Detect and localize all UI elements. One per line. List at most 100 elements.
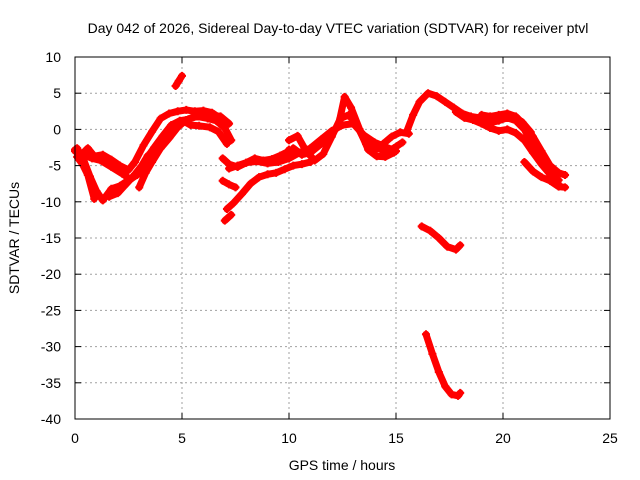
data-point: [237, 189, 246, 198]
series-arc-22: [417, 222, 465, 254]
data-point: [511, 129, 520, 138]
data-point: [255, 173, 264, 182]
series-arc-21: [520, 157, 570, 192]
data-point: [173, 123, 182, 132]
series-arc-5: [105, 151, 152, 201]
data-point: [165, 109, 174, 118]
data-point: [340, 92, 349, 101]
data-point: [494, 126, 503, 135]
y-tick-label: -35: [41, 375, 61, 391]
y-tick-label: -20: [41, 266, 61, 282]
data-point: [130, 170, 139, 179]
data-point: [156, 144, 165, 153]
series-arc-4: [73, 152, 99, 203]
data-point: [214, 127, 223, 136]
y-tick-label: 10: [45, 49, 61, 65]
data-point: [528, 132, 537, 141]
data-point: [96, 156, 105, 165]
data-point: [225, 119, 234, 128]
data-point: [225, 180, 234, 189]
data-point: [451, 245, 460, 254]
data-point: [469, 113, 478, 122]
data-point: [195, 121, 204, 130]
x-tick-label: 15: [388, 430, 404, 446]
data-point: [441, 97, 450, 106]
data-point: [372, 144, 381, 153]
data-point: [295, 148, 304, 157]
series-line: [73, 153, 98, 203]
data-point: [190, 112, 199, 121]
data-point: [347, 103, 356, 112]
data-point: [561, 183, 570, 192]
series-arc-12: [218, 176, 240, 192]
y-tick-label: -10: [41, 194, 61, 210]
data-point: [424, 89, 433, 98]
y-tick-label: 0: [53, 121, 61, 137]
data-point: [122, 179, 131, 188]
data-point: [306, 144, 315, 153]
data-point: [511, 112, 520, 121]
data-point: [364, 136, 373, 145]
data-point: [186, 121, 195, 130]
x-tick-label: 25: [602, 430, 618, 446]
data-point: [319, 150, 328, 159]
data-point: [165, 134, 174, 143]
data-point: [98, 196, 107, 205]
data-point: [432, 92, 441, 101]
data-point: [415, 97, 424, 106]
y-tick-label: -25: [41, 302, 61, 318]
data-point: [372, 152, 381, 161]
data-point: [173, 107, 182, 116]
data-point: [222, 205, 231, 214]
data-point: [107, 184, 116, 193]
data-point: [447, 390, 456, 399]
data-point: [387, 132, 396, 141]
data-point: [225, 164, 234, 173]
chart-title: Day 042 of 2026, Sidereal Day-to-day VTE…: [88, 20, 589, 36]
data-point: [503, 109, 512, 118]
data-point: [113, 189, 122, 198]
data-point: [428, 349, 437, 358]
data-point: [216, 112, 225, 121]
data-point: [285, 145, 293, 154]
data-point: [272, 168, 281, 177]
x-axis-label: GPS time / hours: [289, 457, 396, 473]
data-point: [317, 135, 326, 144]
data-point: [174, 76, 183, 85]
data-point: [280, 165, 289, 174]
data-point: [263, 170, 272, 179]
x-tick-label: 10: [281, 430, 297, 446]
data-point: [231, 183, 240, 192]
data-point: [456, 388, 465, 397]
data-point: [546, 161, 555, 170]
data-point: [88, 154, 97, 163]
data-point: [426, 226, 435, 235]
data-point: [402, 127, 411, 136]
data-point: [98, 150, 107, 159]
data-point: [297, 160, 306, 169]
data-point: [220, 123, 229, 132]
data-point: [327, 126, 336, 135]
data-point: [285, 136, 293, 145]
data-point: [421, 330, 430, 339]
data-point: [130, 157, 139, 166]
data-point: [124, 165, 133, 174]
series-arc-11: [220, 210, 236, 225]
data-point: [477, 110, 486, 119]
x-tick-label: 0: [71, 430, 79, 446]
data-point: [434, 234, 443, 242]
data-point: [207, 110, 216, 119]
data-point: [310, 156, 319, 165]
y-tick-label: -15: [41, 230, 61, 246]
series-arc-20: [477, 109, 570, 180]
data-point: [359, 131, 368, 140]
data-point: [434, 367, 443, 376]
data-point: [182, 115, 191, 124]
data-point: [537, 173, 546, 182]
data-point: [349, 119, 358, 128]
data-point: [289, 161, 298, 170]
data-point: [537, 147, 546, 156]
data-point: [222, 139, 231, 148]
data-point: [528, 167, 537, 176]
